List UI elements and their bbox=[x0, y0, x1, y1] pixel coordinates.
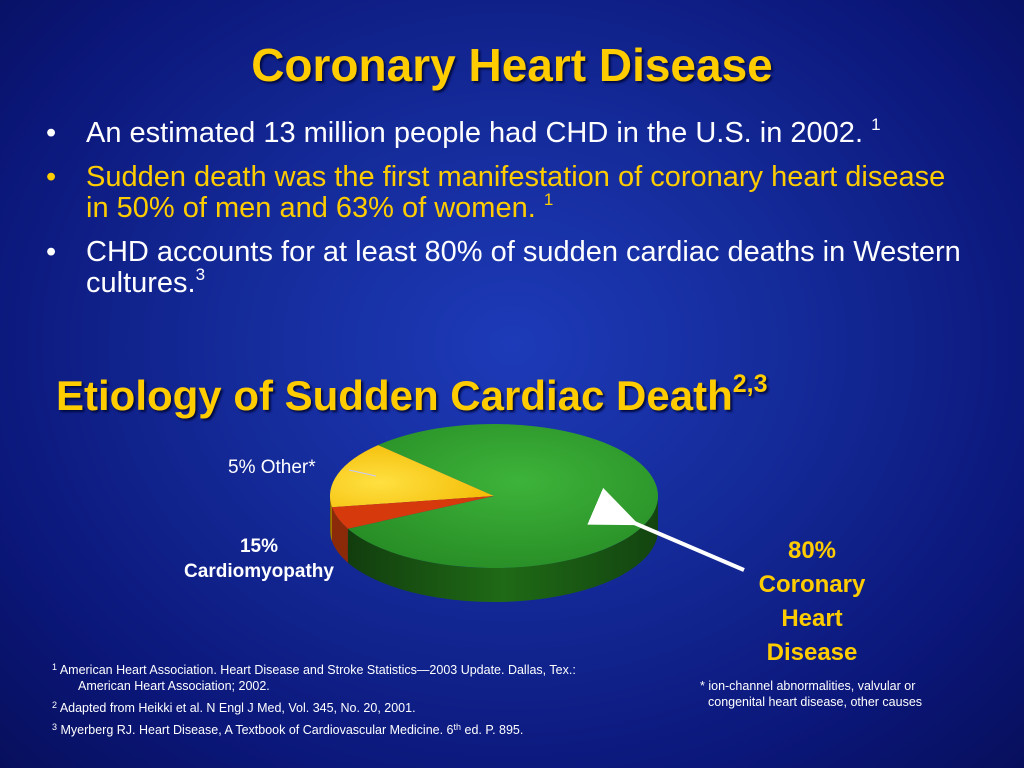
footnote-line1: * ion-channel abnormalities, valvular or bbox=[700, 679, 916, 693]
label-chd-line2: Heart bbox=[781, 605, 843, 632]
bullet-glyph: • bbox=[46, 236, 57, 268]
slice-coronary-heart-disease-side bbox=[347, 496, 658, 602]
pointer-arrow bbox=[587, 487, 745, 572]
slice-cardiomyopathy-side bbox=[329, 496, 332, 542]
bullet-text: Sudden death was the first manifestation… bbox=[86, 161, 946, 224]
reference-text: American Heart Association. Heart Diseas… bbox=[59, 663, 576, 677]
bullet-item: • CHD accounts for at least 80% of sudde… bbox=[44, 237, 974, 299]
bullet-glyph: • bbox=[46, 161, 57, 193]
bullet-reference: 1 bbox=[871, 115, 881, 134]
reference-1: 1 American Heart Association. Heart Dise… bbox=[52, 662, 682, 694]
slice-cardiomyopathy bbox=[329, 445, 494, 508]
slice-coronary-heart-disease bbox=[347, 423, 659, 568]
bullet-text: CHD accounts for at least 80% of sudden … bbox=[86, 236, 961, 299]
slide-title: Coronary Heart Disease bbox=[251, 39, 773, 91]
bullet-list: • An estimated 13 million people had CHD… bbox=[44, 115, 974, 312]
reference-text-continued: American Heart Association; 2002. bbox=[78, 679, 270, 693]
reference-superscript: th bbox=[453, 722, 462, 732]
label-cardiomyopathy-name: Cardiomyopathy bbox=[184, 561, 334, 582]
label-chd-line3: Disease bbox=[766, 639, 858, 666]
label-chd-pct: 80% bbox=[787, 537, 837, 564]
other-leader-line bbox=[348, 469, 377, 477]
bullet-glyph: • bbox=[46, 117, 57, 149]
chart-title-reference: 2,3 bbox=[732, 370, 768, 398]
label-other: 5% Other* bbox=[228, 457, 316, 478]
slice-other bbox=[332, 496, 494, 529]
reference-text: Myerberg RJ. Heart Disease, A Textbook o… bbox=[60, 723, 454, 737]
slice-other-side bbox=[332, 507, 348, 563]
reference-number: 2 bbox=[52, 700, 58, 710]
label-cardiomyopathy: 15% Cardiomyopathy bbox=[166, 534, 352, 584]
label-chd-line1: Coronary bbox=[758, 571, 866, 598]
references: 1 American Heart Association. Heart Dise… bbox=[52, 662, 682, 744]
bullet-item-highlighted: • Sudden death was the first manifestati… bbox=[44, 162, 974, 224]
reference-2: 2 Adapted from Heikki et al. N Engl J Me… bbox=[52, 700, 682, 716]
reference-text: Adapted from Heikki et al. N Engl J Med,… bbox=[59, 701, 416, 715]
footnote: * ion-channel abnormalities, valvular or… bbox=[700, 678, 980, 710]
bullet-reference: 3 bbox=[195, 265, 206, 284]
reference-text-end: ed. P. 895. bbox=[461, 723, 524, 737]
bullet-item: • An estimated 13 million people had CHD… bbox=[44, 115, 974, 149]
reference-number: 1 bbox=[52, 662, 58, 672]
label-coronary-heart-disease: 80% Coronary Heart Disease bbox=[736, 534, 888, 670]
bullet-text: An estimated 13 million people had CHD i… bbox=[86, 117, 863, 149]
label-cardiomyopathy-pct: 15% bbox=[239, 536, 279, 557]
chart-title: Etiology of Sudden Cardiac Death2,3 bbox=[56, 372, 768, 420]
reference-number: 3 bbox=[52, 722, 58, 732]
footnote-line2: congenital heart disease, other causes bbox=[708, 695, 923, 709]
bullet-reference: 1 bbox=[543, 190, 554, 209]
reference-3: 3 Myerberg RJ. Heart Disease, A Textbook… bbox=[52, 722, 682, 738]
chart-title-text: Etiology of Sudden Cardiac Death bbox=[56, 372, 733, 419]
